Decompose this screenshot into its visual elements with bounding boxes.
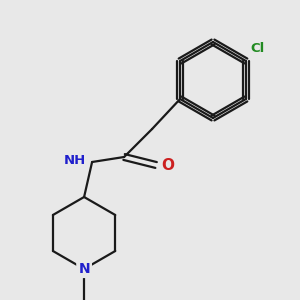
Text: NH: NH [64, 154, 86, 166]
Text: Cl: Cl [250, 42, 264, 55]
Text: N: N [78, 262, 90, 276]
Text: O: O [161, 158, 174, 172]
